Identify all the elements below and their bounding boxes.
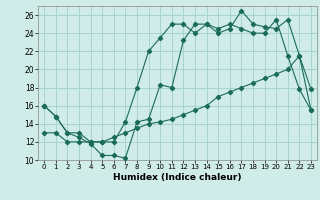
X-axis label: Humidex (Indice chaleur): Humidex (Indice chaleur) bbox=[113, 173, 242, 182]
